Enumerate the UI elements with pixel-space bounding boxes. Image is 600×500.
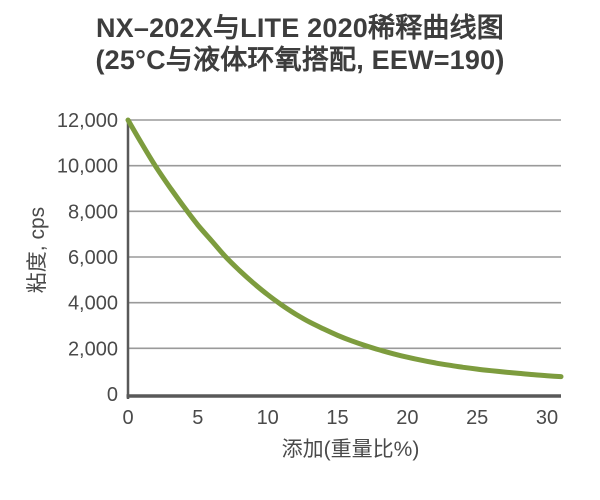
chart-title-block: NX–202X与LITE 2020稀释曲线图 (25°C与液体环氧搭配, EEW… [0,13,600,77]
y-tick-label-4000: 4,000 [68,293,118,315]
y-tick-label-6000: 6,000 [68,247,118,269]
y-tick-label-8000: 8,000 [68,201,118,223]
x-tick-label-10: 10 [257,407,279,429]
y-tick-label-0: 0 [107,384,118,406]
x-tick-label-5: 5 [192,407,203,429]
chart-title: NX–202X与LITE 2020稀释曲线图 [95,13,505,43]
x-tick-label-20: 20 [396,407,418,429]
viscosity-curve [125,117,564,380]
x-axis-title: 添加(重量比%) [282,438,420,461]
x-tick-label-15: 15 [326,407,348,429]
chart-subtitle: (25°C与液体环氧搭配, EEW=190) [95,44,505,75]
x-tick-label-0: 0 [122,407,133,429]
y-tick-label-2000: 2,000 [68,338,118,360]
y-axis-title: 粘度, cps [26,207,49,293]
x-tick-label-25: 25 [466,407,488,429]
x-tick-label-30: 30 [536,407,558,429]
y-tick-label-12000: 12,000 [57,110,118,132]
chart-plot-area: 0 2,000 4,000 6,000 8,000 10,000 12,000 0 5 10 15 2… [26,110,564,461]
y-tick-label-10000: 10,000 [57,156,118,178]
